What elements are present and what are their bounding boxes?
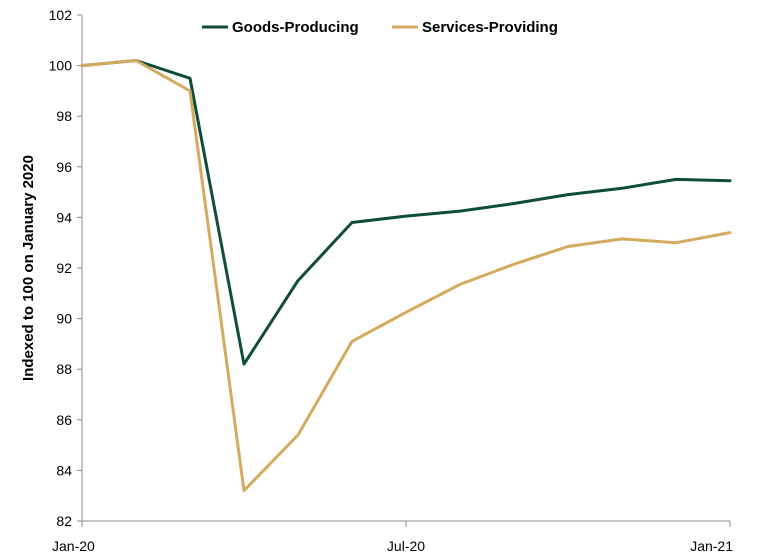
y-tick-label: 98 bbox=[56, 108, 72, 124]
y-tick-label: 92 bbox=[56, 260, 72, 276]
series-lines bbox=[80, 59, 732, 493]
y-tick-label: 100 bbox=[49, 58, 73, 74]
x-tick-label: Jan-21 bbox=[690, 538, 733, 554]
y-tick-label: 96 bbox=[56, 159, 72, 175]
axes bbox=[81, 15, 730, 522]
series-line-services-providing bbox=[80, 59, 732, 493]
y-tick-label: 94 bbox=[56, 209, 72, 225]
legend: Goods-Producing Services-Providing bbox=[202, 19, 558, 36]
x-tick-label: Jan-20 bbox=[52, 538, 95, 554]
y-tick-label: 82 bbox=[56, 513, 72, 529]
x-axis-ticks: Jan-20 Jul-20 Jan-21 bbox=[52, 521, 733, 554]
y-axis-ticks: 82 84 86 88 90 92 94 96 98 100 102 bbox=[49, 7, 82, 529]
series-line-goods-producing bbox=[80, 59, 732, 366]
y-tick-label: 88 bbox=[56, 361, 72, 377]
y-tick-label: 84 bbox=[56, 462, 72, 478]
x-tick-label: Jul-20 bbox=[387, 538, 425, 554]
y-axis-label: Indexed to 100 on January 2020 bbox=[20, 155, 37, 381]
y-tick-label: 86 bbox=[56, 412, 72, 428]
legend-label-goods-producing: Goods-Producing bbox=[232, 19, 359, 36]
y-tick-label: 90 bbox=[56, 311, 72, 327]
y-tick-label: 102 bbox=[49, 7, 73, 23]
legend-label-services-providing: Services-Providing bbox=[422, 19, 558, 36]
